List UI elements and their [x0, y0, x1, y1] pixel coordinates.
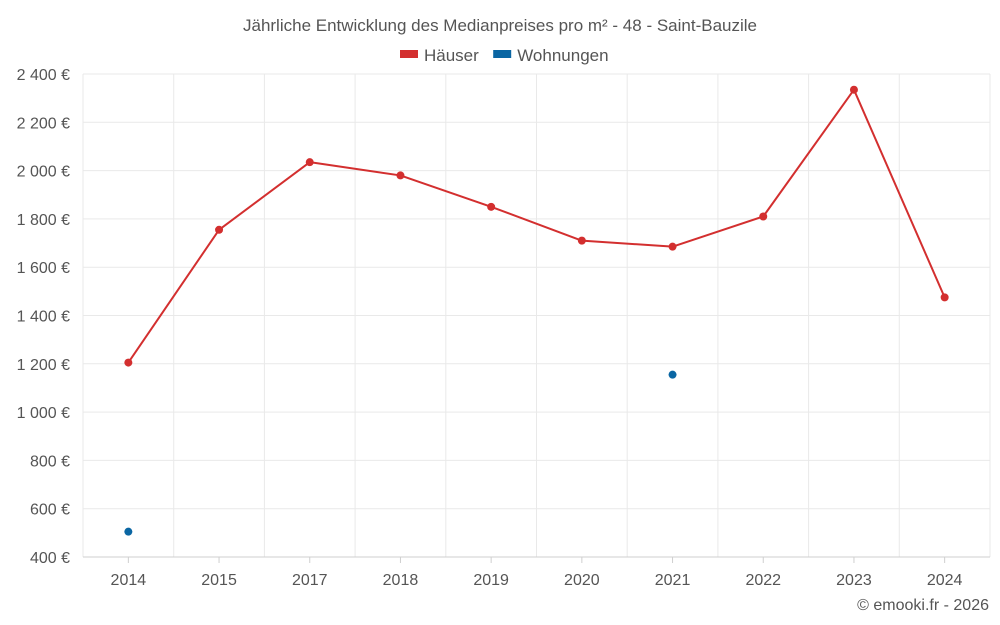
- x-tick-label: 2021: [655, 572, 691, 589]
- x-tick-label: 2022: [745, 572, 781, 589]
- data-point[interactable]: [759, 212, 768, 221]
- data-point[interactable]: [668, 242, 677, 251]
- x-tick-label: 2020: [564, 572, 600, 589]
- y-tick-label: 1 400 €: [17, 309, 70, 326]
- x-tick-label: 2019: [473, 572, 509, 589]
- y-tick-label: 1 200 €: [17, 357, 70, 374]
- y-tick-label: 1 000 €: [17, 405, 70, 422]
- x-tick-label: 2024: [927, 572, 963, 589]
- legend-label: Häuser: [424, 46, 479, 65]
- series-line-0: [127, 88, 946, 364]
- y-tick-label: 400 €: [30, 550, 70, 567]
- legend-item-1[interactable]: Wohnungen: [493, 46, 609, 65]
- data-point[interactable]: [487, 202, 496, 211]
- y-tick-label: 1 800 €: [17, 212, 70, 229]
- series-layer: [124, 85, 949, 536]
- legend-swatch: [493, 50, 512, 58]
- y-tick-label: 2 400 €: [17, 67, 70, 84]
- data-point[interactable]: [849, 85, 858, 94]
- data-point[interactable]: [396, 171, 405, 180]
- series-0: [124, 85, 949, 367]
- data-point[interactable]: [668, 370, 677, 379]
- y-tick-label: 800 €: [30, 453, 70, 470]
- data-point[interactable]: [305, 158, 314, 167]
- x-tick-label: 2017: [292, 572, 328, 589]
- legend-label: Wohnungen: [517, 46, 608, 65]
- credit-text: © emooki.fr - 2026: [857, 597, 989, 614]
- x-tick-label: 2023: [836, 572, 872, 589]
- y-tick-label: 2 200 €: [17, 115, 70, 132]
- y-tick-label: 600 €: [30, 502, 70, 519]
- legend-item-0[interactable]: Häuser: [400, 46, 479, 65]
- data-point[interactable]: [124, 358, 133, 367]
- y-tick-label: 1 600 €: [17, 260, 70, 277]
- legend: Häuser Wohnungen: [400, 46, 609, 65]
- x-tick-label: 2018: [383, 572, 419, 589]
- chart-title: Jährliche Entwicklung des Medianpreises …: [243, 16, 757, 35]
- data-point[interactable]: [940, 293, 949, 302]
- y-tick-label: 2 000 €: [17, 164, 70, 181]
- y-axis: 400 € 600 € 800 € 1 000 € 1 200 € 1 400 € 1 60…: [17, 67, 70, 567]
- x-tick-label: 2014: [111, 572, 147, 589]
- x-tick-label: 2015: [201, 572, 237, 589]
- data-point[interactable]: [577, 236, 586, 245]
- data-point[interactable]: [215, 225, 224, 234]
- grid: [82, 73, 991, 558]
- x-axis: 2014 2015 2017 2018 2019 2020 2021 2022 2023 2024: [111, 557, 963, 589]
- data-point[interactable]: [124, 527, 133, 536]
- legend-swatch: [400, 50, 418, 58]
- series-1: [124, 370, 677, 536]
